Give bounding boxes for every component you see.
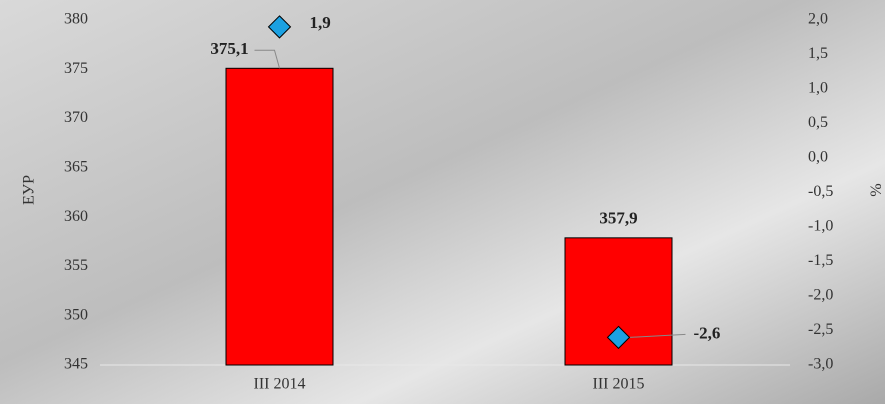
y-axis-title: ЕУР (21, 175, 38, 205)
y2-tick-label: 0,5 (808, 114, 828, 131)
data-label: -2,6 (694, 323, 721, 342)
chart: ЕУР % 345 350 355 360 365 370 375 380 -3,0 -2,5 -2… (0, 0, 885, 404)
y2-axis-title: % (866, 183, 883, 196)
y2-tick-label: -0,5 (808, 183, 833, 200)
x-tick-label: III 2014 (254, 376, 306, 393)
y-tick-label: 365 (64, 159, 88, 176)
y2-tick-label: 0,0 (808, 149, 828, 166)
data-label: 357,9 (599, 209, 637, 228)
y-tick-label: 375 (64, 60, 88, 77)
x-tick-label: III 2015 (593, 376, 645, 393)
y-tick-label: 380 (64, 11, 88, 28)
y2-tick-label: -2,5 (808, 321, 833, 338)
y-tick-label: 350 (64, 306, 88, 323)
y-tick-label: 370 (64, 109, 88, 126)
y-tick-label: 345 (64, 356, 88, 373)
data-label: 1,9 (310, 13, 331, 32)
y2-tick-label: -2,0 (808, 287, 833, 304)
y2-tick-label: 1,5 (808, 45, 828, 62)
data-label: 375,1 (210, 39, 248, 58)
y2-tick-label: -3,0 (808, 356, 833, 373)
y-tick-label: 360 (64, 208, 88, 225)
bar (226, 68, 333, 365)
background (0, 0, 885, 404)
y2-tick-label: -1,0 (808, 218, 833, 235)
y2-tick-label: 1,0 (808, 80, 828, 97)
y2-tick-label: -1,5 (808, 252, 833, 269)
y2-tick-label: 2,0 (808, 11, 828, 28)
y-tick-label: 355 (64, 257, 88, 274)
